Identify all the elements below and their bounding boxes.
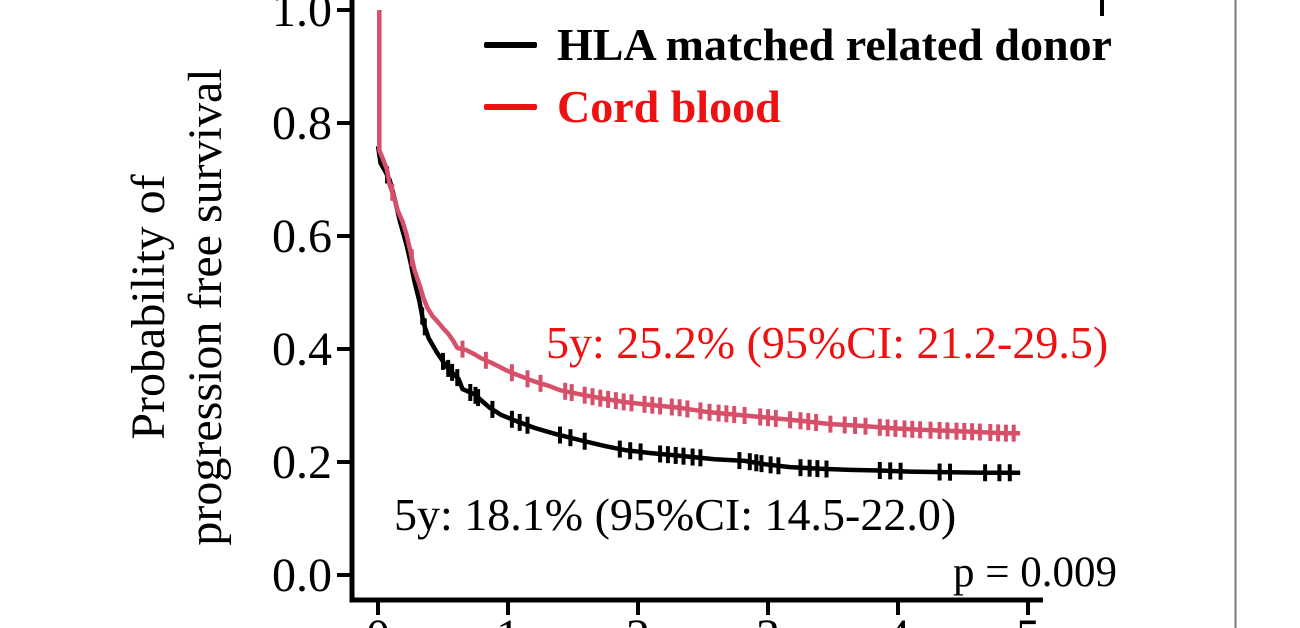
y-tick-label: 0.8 [272,97,332,150]
y-axis-title-line1: Probability of [122,174,175,440]
x-tick-label: 4 [886,610,910,628]
y-tick-label: 1.0 [272,0,332,37]
y-tick-label: 0.6 [272,210,332,263]
x-tick-label: 3 [756,610,780,628]
y-axis-title-line2: progression free survival [179,68,232,546]
legend-label-hla: HLA matched related donor [557,19,1112,70]
cord-blood-line-swatch-icon [484,104,537,110]
km-curve-hla [375,145,1021,475]
x-tick-label: 0 [366,610,390,628]
y-tick-label: 0.4 [272,323,332,376]
legend-item-hla: HLA matched related donor [484,22,1112,68]
hla-line-swatch-icon [484,42,537,48]
legend-label-cord-blood: Cord blood [557,81,781,132]
x-tick-label: 2 [626,610,650,628]
x-tick-label: 1 [496,610,520,628]
x-tick-label: 5 [1016,610,1040,628]
annotation-cord-blood-5y: 5y: 25.2% (95%CI: 21.2-29.5) [546,317,1109,368]
y-axis-title: Probability of progression free survival [120,68,234,545]
km-curve-cord-blood [377,10,1021,436]
y-tick-label: 0.2 [272,436,332,489]
p-value-label: p = 0.009 [953,549,1118,596]
legend-item-cord-blood: Cord blood [484,84,781,130]
y-tick-label: 0.0 [272,549,332,602]
annotation-hla-5y: 5y: 18.1% (95%CI: 14.5-22.0) [394,489,957,540]
